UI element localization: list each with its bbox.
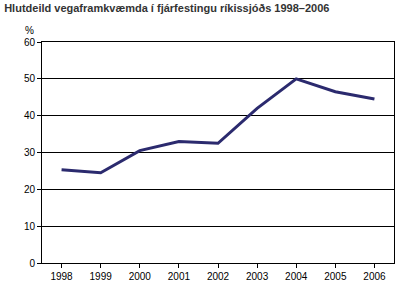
svg-text:2000: 2000 xyxy=(129,271,152,282)
svg-text:2001: 2001 xyxy=(168,271,191,282)
svg-text:2003: 2003 xyxy=(246,271,269,282)
svg-text:2005: 2005 xyxy=(324,271,347,282)
svg-text:1999: 1999 xyxy=(90,271,113,282)
svg-text:Hlutdeild vegaframkvæmda í fjá: Hlutdeild vegaframkvæmda í fjárfestingu … xyxy=(4,2,329,14)
svg-text:30: 30 xyxy=(24,147,36,158)
svg-text:%: % xyxy=(25,25,34,36)
svg-text:0: 0 xyxy=(29,258,35,269)
svg-text:40: 40 xyxy=(24,110,36,121)
svg-text:20: 20 xyxy=(24,184,36,195)
svg-text:1998: 1998 xyxy=(50,271,73,282)
svg-text:2006: 2006 xyxy=(363,271,386,282)
svg-text:60: 60 xyxy=(24,37,36,48)
svg-text:2002: 2002 xyxy=(207,271,230,282)
svg-text:10: 10 xyxy=(24,221,36,232)
svg-text:2004: 2004 xyxy=(285,271,308,282)
svg-text:50: 50 xyxy=(24,73,36,84)
